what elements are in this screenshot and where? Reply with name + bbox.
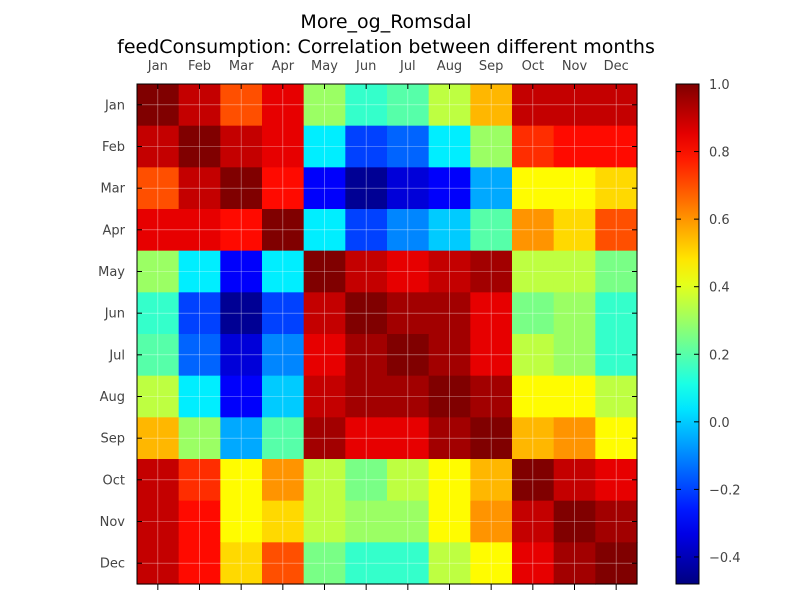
- colorbar-tick-label: 1.0: [709, 78, 730, 93]
- colorbar-tick-label: 0.6: [709, 213, 730, 228]
- colorbar: [676, 84, 699, 584]
- y-tick-label: Oct: [103, 473, 125, 488]
- heatmap-cell: [345, 292, 388, 335]
- y-tick-label: Jun: [104, 307, 125, 322]
- x-tick-label: May: [311, 59, 338, 74]
- heatmap-cell: [553, 417, 596, 460]
- heatmap-cell: [345, 250, 388, 293]
- x-tick-label: Dec: [604, 59, 629, 74]
- colorbar-tick-label: −0.2: [709, 483, 741, 498]
- y-tick-label: Mar: [100, 182, 125, 197]
- plot-border: [136, 83, 638, 585]
- heatmap-cell: [345, 417, 388, 460]
- x-tick-label: Feb: [188, 59, 211, 74]
- colorbar-border: [675, 83, 700, 585]
- x-tick-label: Jan: [147, 59, 168, 74]
- heatmap-cell: [470, 250, 513, 293]
- y-tick-label: Aug: [100, 390, 125, 405]
- colorbar-tick-label: 0.2: [709, 348, 730, 363]
- colorbar-tick-label: 0.4: [709, 281, 730, 296]
- heatmap-cell: [470, 417, 513, 460]
- y-tick-label: Feb: [102, 140, 125, 155]
- x-tick-label: Apr: [272, 59, 295, 74]
- chart-subtitle: feedConsumption: Correlation between dif…: [117, 36, 655, 58]
- colorbar-tick-label: −0.4: [709, 551, 741, 566]
- x-tick-label: Sep: [479, 59, 504, 74]
- heatmap-cell: [553, 250, 596, 293]
- y-tick-label: Dec: [100, 557, 125, 572]
- chart-title: More_og_Romsdal: [300, 11, 472, 33]
- colorbar-tick-label: 0.8: [709, 146, 730, 161]
- x-tick-label: Jul: [399, 59, 416, 74]
- y-tick-label: Apr: [103, 223, 126, 238]
- y-tick-label: Jul: [108, 348, 125, 363]
- x-tick-label: Mar: [229, 59, 254, 74]
- heatmap-cell: [553, 292, 596, 335]
- colorbar-tick-label: 0.0: [709, 416, 730, 431]
- x-tick-label: Nov: [562, 59, 588, 74]
- y-tick-label: Sep: [100, 432, 125, 447]
- y-tick-label: May: [98, 265, 125, 280]
- y-tick-label: Nov: [100, 515, 126, 530]
- y-tick-label: Jan: [104, 98, 125, 113]
- x-tick-label: Jun: [355, 59, 376, 74]
- heatmap-cell: [470, 292, 513, 335]
- x-tick-label: Aug: [437, 59, 462, 74]
- x-tick-label: Oct: [522, 59, 544, 74]
